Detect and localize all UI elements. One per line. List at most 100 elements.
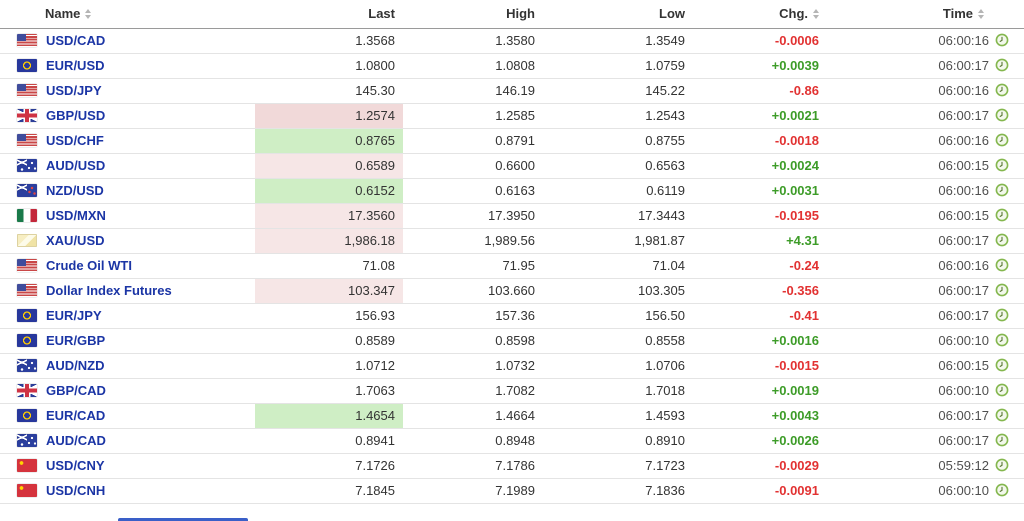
last-price: 145.30 [255,78,403,104]
table-row[interactable]: USD/CNY 7.1726 7.1786 7.1723 -0.0029 05:… [0,453,1024,479]
low-price: 1.0706 [543,353,693,379]
table-row[interactable]: AUD/USD 0.6589 0.6600 0.6563 +0.0024 06:… [0,153,1024,179]
last-price: 0.6152 [255,178,403,204]
instrument-name-link[interactable]: Dollar Index Futures [46,283,172,298]
column-label: Low [659,6,685,22]
column-label: Chg. [779,6,808,22]
table-row[interactable]: Dollar Index Futures 103.347 103.660 103… [0,278,1024,304]
instrument-cell: AUD/CAD [0,428,255,454]
table-row[interactable]: Crude Oil WTI 71.08 71.95 71.04 -0.24 06… [0,253,1024,279]
instrument-name-link[interactable]: USD/CAD [46,33,106,48]
cn-flag-icon [17,459,37,472]
high-price: 1.4664 [403,403,543,429]
column-header-high[interactable]: High [403,0,543,29]
table-row[interactable]: USD/CNH 7.1845 7.1989 7.1836 -0.0091 06:… [0,478,1024,504]
time-cell: 06:00:16 [827,128,1024,154]
clock-icon [995,458,1009,472]
column-header-time[interactable]: Time [827,0,1024,29]
time-value: 06:00:16 [938,183,989,198]
time-value: 06:00:17 [938,283,989,298]
instrument-cell: Dollar Index Futures [0,278,255,304]
last-price: 0.6589 [255,153,403,179]
instrument-name-link[interactable]: USD/CNY [46,458,105,473]
table-row[interactable]: USD/MXN 17.3560 17.3950 17.3443 -0.0195 … [0,203,1024,229]
table-row[interactable]: USD/CAD 1.3568 1.3580 1.3549 -0.0006 06:… [0,28,1024,54]
instrument-name-link[interactable]: AUD/NZD [46,358,105,373]
time-value: 06:00:16 [938,83,989,98]
change-value: -0.86 [693,78,827,104]
low-price: 71.04 [543,253,693,279]
table-row[interactable]: XAU/USD 1,986.18 1,989.56 1,981.87 +4.31… [0,228,1024,254]
time-value: 06:00:17 [938,408,989,423]
change-value: +0.0019 [693,378,827,404]
clock-icon [995,58,1009,72]
clock-icon [995,383,1009,397]
instrument-name-link[interactable]: EUR/GBP [46,333,106,348]
table-row[interactable]: EUR/CAD 1.4654 1.4664 1.4593 +0.0043 06:… [0,403,1024,429]
instrument-cell: EUR/CAD [0,403,255,429]
time-value: 06:00:15 [938,208,989,223]
low-price: 1.7018 [543,378,693,404]
column-header-name[interactable]: Name [0,0,255,29]
instrument-name-link[interactable]: NZD/USD [46,183,104,198]
instrument-name-link[interactable]: USD/CHF [46,133,104,148]
last-price: 1.2574 [255,103,403,129]
last-price: 103.347 [255,278,403,304]
time-value: 06:00:16 [938,133,989,148]
last-price: 17.3560 [255,203,403,229]
instrument-name-link[interactable]: Crude Oil WTI [46,258,132,273]
last-price: 1.4654 [255,403,403,429]
column-header-low[interactable]: Low [543,0,693,29]
table-row[interactable]: EUR/USD 1.0800 1.0808 1.0759 +0.0039 06:… [0,53,1024,79]
low-price: 0.8558 [543,328,693,354]
table-row[interactable]: EUR/GBP 0.8589 0.8598 0.8558 +0.0016 06:… [0,328,1024,354]
low-price: 145.22 [543,78,693,104]
clock-icon [995,183,1009,197]
instrument-cell: USD/CHF [0,128,255,154]
instrument-name-link[interactable]: USD/CNH [46,483,106,498]
eu-flag-icon [17,309,37,322]
sort-icon [813,8,819,19]
clock-icon [995,258,1009,272]
cn-flag-icon [17,484,37,497]
instrument-name-link[interactable]: AUD/CAD [46,433,106,448]
table-row[interactable]: NZD/USD 0.6152 0.6163 0.6119 +0.0031 06:… [0,178,1024,204]
nz-flag-icon [17,184,37,197]
xau-flag-icon [17,234,37,247]
column-header-chg[interactable]: Chg. [693,0,827,29]
instrument-name-link[interactable]: AUD/USD [46,158,106,173]
low-price: 1.2543 [543,103,693,129]
table-row[interactable]: EUR/JPY 156.93 157.36 156.50 -0.41 06:00… [0,303,1024,329]
change-value: -0.24 [693,253,827,279]
time-cell: 06:00:17 [827,278,1024,304]
time-value: 06:00:17 [938,433,989,448]
forex-rates-table: Name Last High Low Chg. [0,0,1024,504]
instrument-name-link[interactable]: USD/MXN [46,208,106,223]
last-price: 1,986.18 [255,228,403,254]
table-row[interactable]: USD/CHF 0.8765 0.8791 0.8755 -0.0018 06:… [0,128,1024,154]
instrument-name-link[interactable]: GBP/USD [46,108,106,123]
instrument-name-link[interactable]: EUR/USD [46,58,105,73]
instrument-name-link[interactable]: USD/JPY [46,83,102,98]
table-row[interactable]: USD/JPY 145.30 146.19 145.22 -0.86 06:00… [0,78,1024,104]
clock-icon [995,33,1009,47]
column-header-last[interactable]: Last [255,0,403,29]
instrument-name-link[interactable]: GBP/CAD [46,383,106,398]
us-flag-icon [17,134,37,147]
time-value: 06:00:10 [938,383,989,398]
instrument-cell: NZD/USD [0,178,255,204]
table-row[interactable]: GBP/CAD 1.7063 1.7082 1.7018 +0.0019 06:… [0,378,1024,404]
change-value: -0.0029 [693,453,827,479]
instrument-cell: EUR/JPY [0,303,255,329]
clock-icon [995,108,1009,122]
time-cell: 06:00:17 [827,403,1024,429]
high-price: 103.660 [403,278,543,304]
instrument-name-link[interactable]: XAU/USD [46,233,105,248]
table-row[interactable]: AUD/CAD 0.8941 0.8948 0.8910 +0.0026 06:… [0,428,1024,454]
table-row[interactable]: AUD/NZD 1.0712 1.0732 1.0706 -0.0015 06:… [0,353,1024,379]
time-value: 06:00:10 [938,333,989,348]
instrument-name-link[interactable]: EUR/CAD [46,408,106,423]
table-row[interactable]: GBP/USD 1.2574 1.2585 1.2543 +0.0021 06:… [0,103,1024,129]
instrument-name-link[interactable]: EUR/JPY [46,308,102,323]
